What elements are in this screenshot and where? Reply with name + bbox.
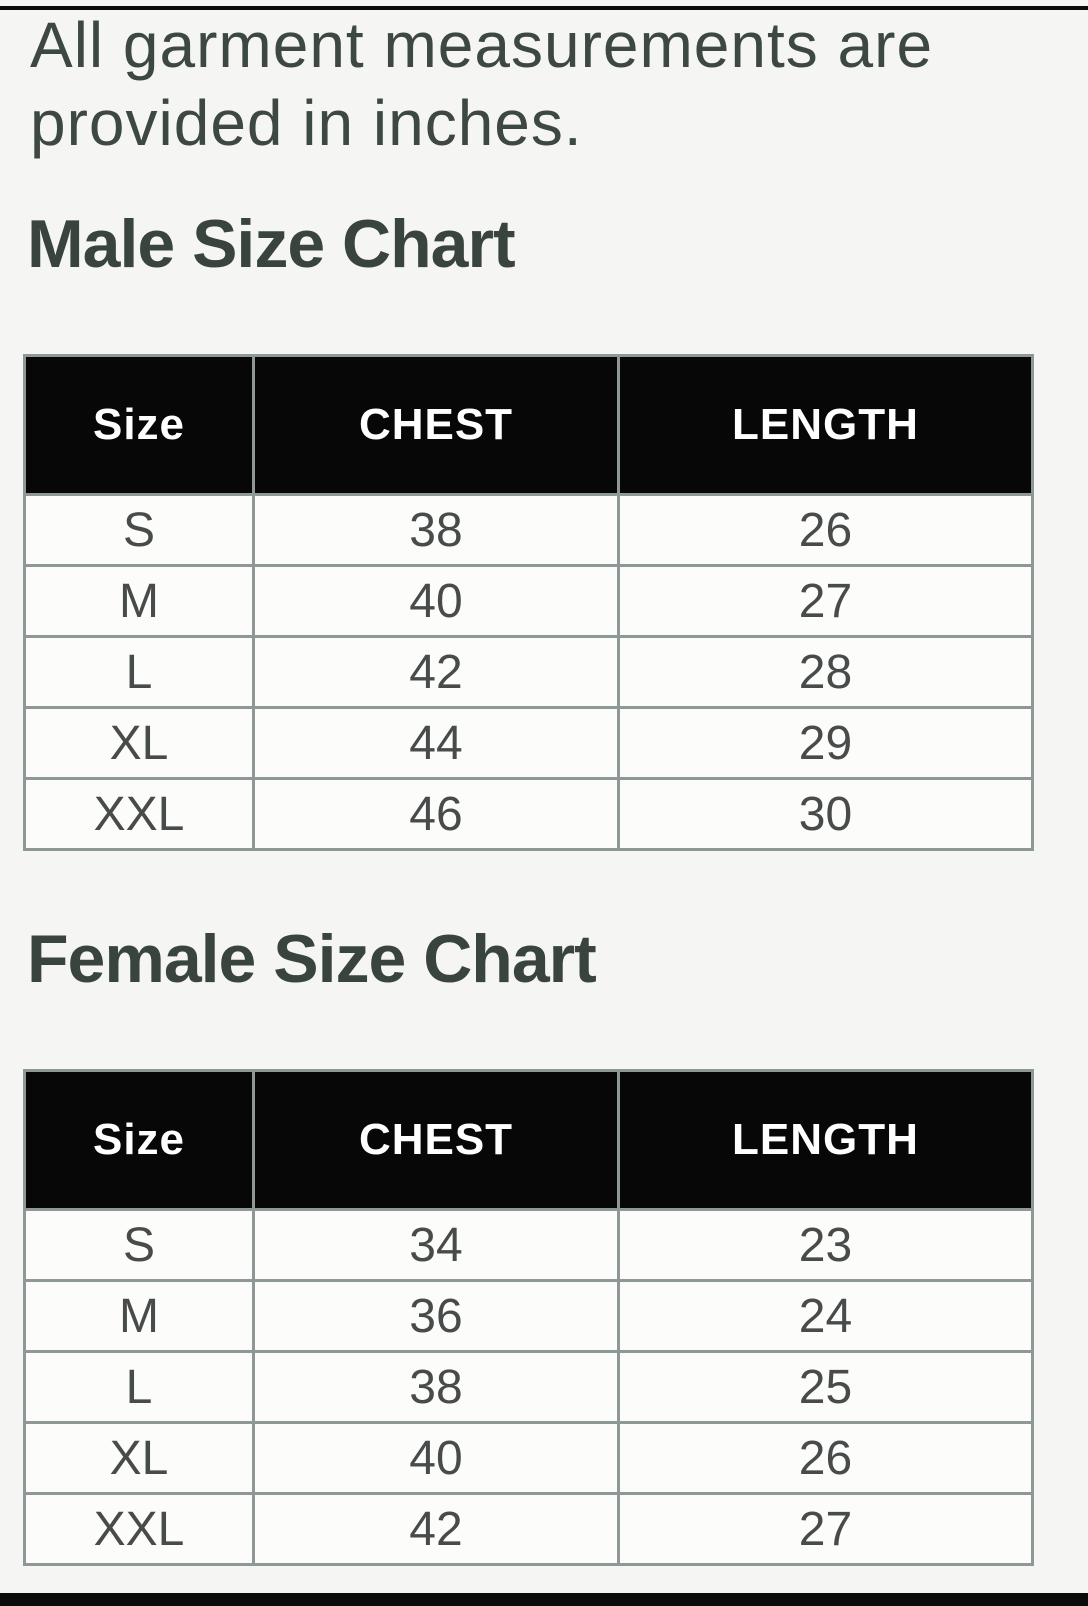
column-header-length: LENGTH	[617, 354, 1034, 496]
male-chart-title: Male Size Chart	[27, 206, 516, 282]
column-header-chest: CHEST	[252, 1069, 620, 1211]
chest-cell: 46	[252, 777, 620, 851]
size-cell: S	[23, 1208, 255, 1282]
length-cell: 23	[617, 1208, 1034, 1282]
size-cell: XXL	[23, 1492, 255, 1566]
table-row: XL 44 29	[23, 706, 1034, 780]
size-cell: M	[23, 1279, 255, 1353]
chest-cell: 36	[252, 1279, 620, 1353]
chest-cell: 34	[252, 1208, 620, 1282]
table-row: XL 40 26	[23, 1421, 1034, 1495]
table-row: S 34 23	[23, 1208, 1034, 1282]
chest-cell: 38	[252, 493, 620, 567]
size-cell: L	[23, 1350, 255, 1424]
table-row: M 40 27	[23, 564, 1034, 638]
length-cell: 29	[617, 706, 1034, 780]
length-cell: 27	[617, 564, 1034, 638]
chest-cell: 42	[252, 635, 620, 709]
size-cell: XL	[23, 706, 255, 780]
size-cell: XL	[23, 1421, 255, 1495]
chest-cell: 38	[252, 1350, 620, 1424]
chest-cell: 40	[252, 1421, 620, 1495]
chest-cell: 44	[252, 706, 620, 780]
male-size-table: Size CHEST LENGTH S 38 26 M 40 27 L 42 2…	[23, 354, 1034, 851]
length-cell: 26	[617, 1421, 1034, 1495]
size-cell: S	[23, 493, 255, 567]
size-chart-page: All garment measurements are provided in…	[0, 6, 1088, 1566]
female-size-table: Size CHEST LENGTH S 34 23 M 36 24 L 38 2…	[23, 1069, 1034, 1566]
column-header-length: LENGTH	[617, 1069, 1034, 1211]
length-cell: 24	[617, 1279, 1034, 1353]
size-cell: M	[23, 564, 255, 638]
table-row: L 38 25	[23, 1350, 1034, 1424]
table-row: XXL 42 27	[23, 1492, 1034, 1566]
table-row: M 36 24	[23, 1279, 1034, 1353]
top-edge-bar	[0, 6, 1088, 10]
intro-text: All garment measurements are provided in…	[30, 9, 934, 159]
chest-cell: 42	[252, 1492, 620, 1566]
length-cell: 27	[617, 1492, 1034, 1566]
table-row: L 42 28	[23, 635, 1034, 709]
length-cell: 30	[617, 777, 1034, 851]
column-header-size: Size	[23, 354, 255, 496]
column-header-size: Size	[23, 1069, 255, 1211]
length-cell: 25	[617, 1350, 1034, 1424]
length-cell: 28	[617, 635, 1034, 709]
female-table-header-row: Size CHEST LENGTH	[23, 1069, 1034, 1211]
column-header-chest: CHEST	[252, 354, 620, 496]
table-row: S 38 26	[23, 493, 1034, 567]
female-chart-title: Female Size Chart	[27, 921, 597, 997]
chest-cell: 40	[252, 564, 620, 638]
male-table-header-row: Size CHEST LENGTH	[23, 354, 1034, 496]
size-cell: L	[23, 635, 255, 709]
table-row: XXL 46 30	[23, 777, 1034, 851]
size-cell: XXL	[23, 777, 255, 851]
length-cell: 26	[617, 493, 1034, 567]
